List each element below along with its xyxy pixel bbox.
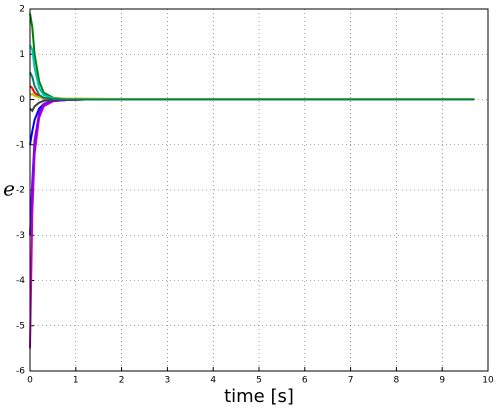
x-tick-label: 3: [165, 376, 171, 386]
x-tick-label: 7: [348, 376, 354, 386]
y-axis-label: e: [3, 177, 15, 201]
x-tick-label: 8: [394, 376, 400, 386]
y-tick-label: -3: [16, 231, 25, 241]
series-line: [29, 98, 475, 145]
series-line: [29, 44, 475, 101]
series-line: [29, 13, 475, 101]
x-tick-label: 10: [482, 376, 494, 386]
x-tick-label: 4: [210, 376, 216, 386]
y-tick-label: -5: [16, 321, 25, 331]
series-line: [29, 98, 475, 349]
x-tick-label: 1: [73, 376, 79, 386]
series-line: [29, 71, 475, 101]
x-axis-label: time [s]: [224, 386, 294, 407]
y-tick-label: -4: [16, 276, 25, 286]
x-tick-label: 5: [256, 376, 262, 386]
y-tick-label: 0: [19, 95, 25, 105]
y-tick-label: -6: [16, 367, 25, 377]
plot-frame: [29, 8, 489, 372]
series-line: [29, 98, 475, 236]
series-line: [29, 85, 475, 101]
y-tick-label: -2: [16, 186, 25, 196]
y-tick-label: 2: [19, 5, 25, 15]
x-tick-label: 2: [119, 376, 125, 386]
series-line: [29, 98, 475, 113]
x-tick-label: 6: [302, 376, 308, 386]
x-tick-label: 9: [439, 376, 445, 386]
series-line: [29, 92, 475, 101]
y-tick-label: 1: [19, 50, 25, 60]
y-tick-label: -1: [16, 140, 25, 150]
x-tick-label: 0: [27, 376, 33, 386]
